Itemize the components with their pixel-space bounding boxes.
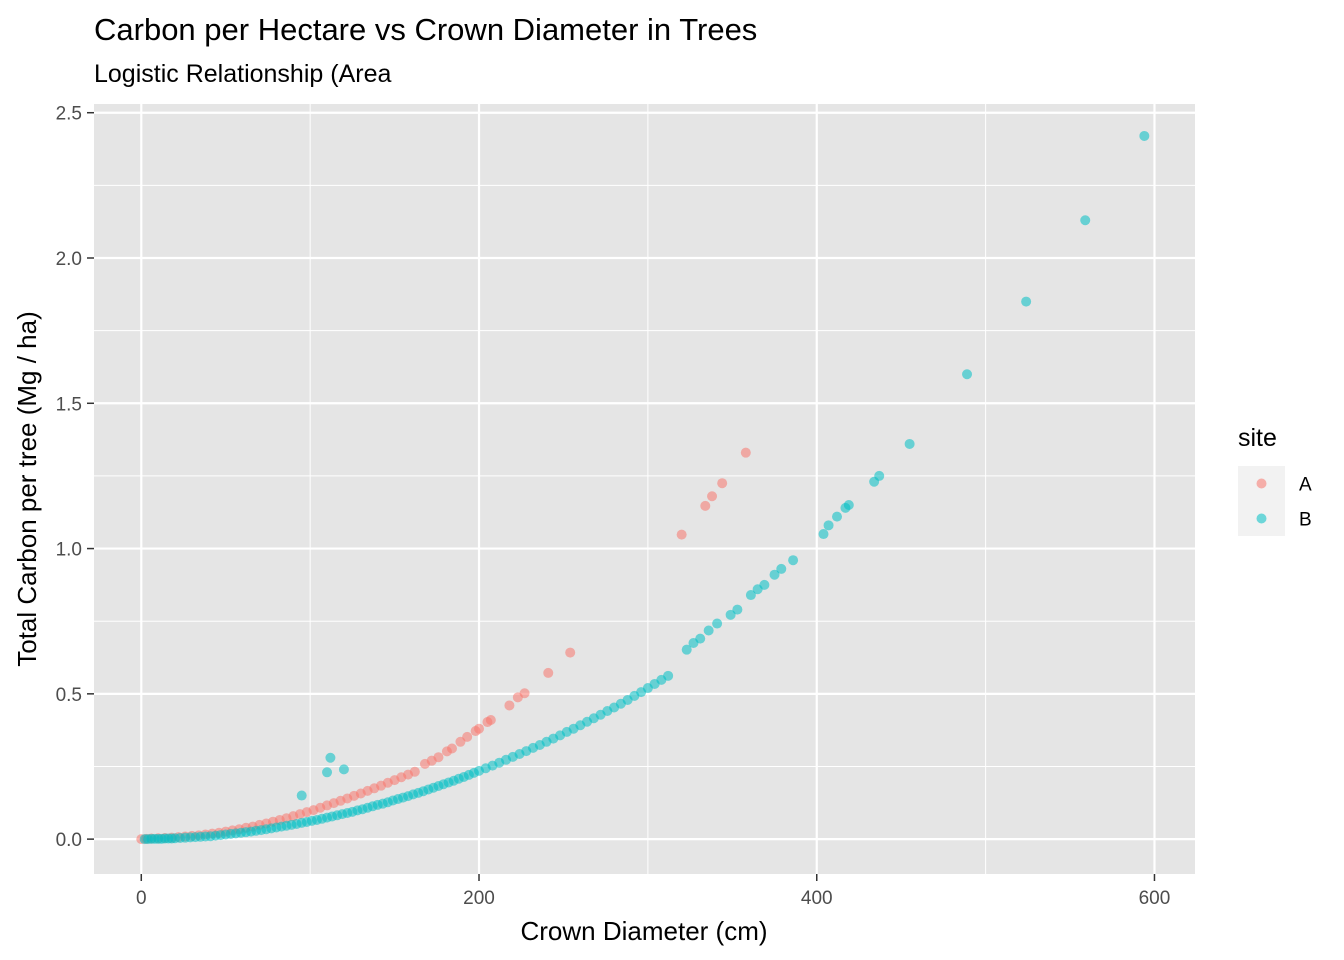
data-point-site-a [409,766,420,777]
legend: site AB [1238,424,1312,536]
data-point-site-b [904,438,915,449]
data-point-site-a [474,723,485,734]
data-point-site-b [1139,130,1150,141]
data-point-site-b [725,609,736,620]
data-point-site-b [759,579,770,590]
y-axis-title: Total Carbon per tree (Mg / ha) [12,311,42,667]
data-point-site-b [1021,296,1032,307]
chart-title: Carbon per Hectare vs Crown Diameter in … [94,12,757,47]
data-point-site-b [703,625,714,636]
data-point-site-a [676,529,687,540]
data-point-site-a [462,731,473,742]
data-point-site-b [681,644,692,655]
x-tick-label: 0 [136,888,147,909]
data-point-site-b [732,604,743,615]
chart-subtitle: Logistic Relationship (Area [94,60,391,88]
data-points [136,130,1150,845]
legend-label-site-a: A [1299,475,1312,496]
plot-panel [94,104,1195,874]
data-point-site-b [745,590,756,601]
data-point-site-a [700,500,711,511]
data-point-site-a [707,491,718,502]
data-point-site-a [519,688,530,699]
data-point-site-b [874,470,885,481]
data-point-site-a [740,447,751,458]
data-point-site-a [433,752,444,763]
data-point-site-b [823,520,834,531]
legend-key-symbol [1256,513,1267,524]
y-tick-label: 2.0 [56,249,82,270]
data-point-site-b [322,767,333,778]
data-point-site-b [962,369,973,380]
data-point-site-b [712,618,723,629]
data-point-site-a [717,478,728,489]
x-tick-label: 400 [801,888,833,909]
data-point-site-b [695,633,706,644]
data-point-site-b [296,790,307,801]
data-point-site-a [565,647,576,658]
y-tick-label: 0.0 [56,830,82,851]
data-point-site-b [832,511,843,522]
data-point-site-b [776,563,787,574]
data-point-site-b [663,670,674,681]
data-point-site-a [485,715,496,725]
x-axis-title: Crown Diameter (cm) [520,916,767,946]
data-point-site-b [769,569,780,580]
y-tick-label: 0.5 [56,685,82,706]
legend-label-site-b: B [1299,510,1312,531]
data-point-site-a [504,700,515,711]
data-point-site-b [818,529,829,540]
data-point-site-a [446,743,457,754]
y-tick-label: 2.5 [56,104,82,125]
x-tick-label: 200 [463,888,495,909]
x-tick-label: 600 [1139,888,1171,909]
data-point-site-b [843,499,854,510]
y-tick-label: 1.5 [56,394,82,415]
data-point-site-a [543,667,554,678]
legend-title: site [1238,424,1277,452]
y-tick-label: 1.0 [56,540,82,561]
data-point-site-b [788,555,799,566]
data-point-site-b [325,752,336,763]
data-point-site-b [338,764,349,775]
axes: 0 200 400 600 0.0 0.5 1.0 1.5 2.0 2.5 [56,104,1171,909]
data-point-site-b [1080,215,1091,226]
legend-key-symbol [1256,478,1267,489]
